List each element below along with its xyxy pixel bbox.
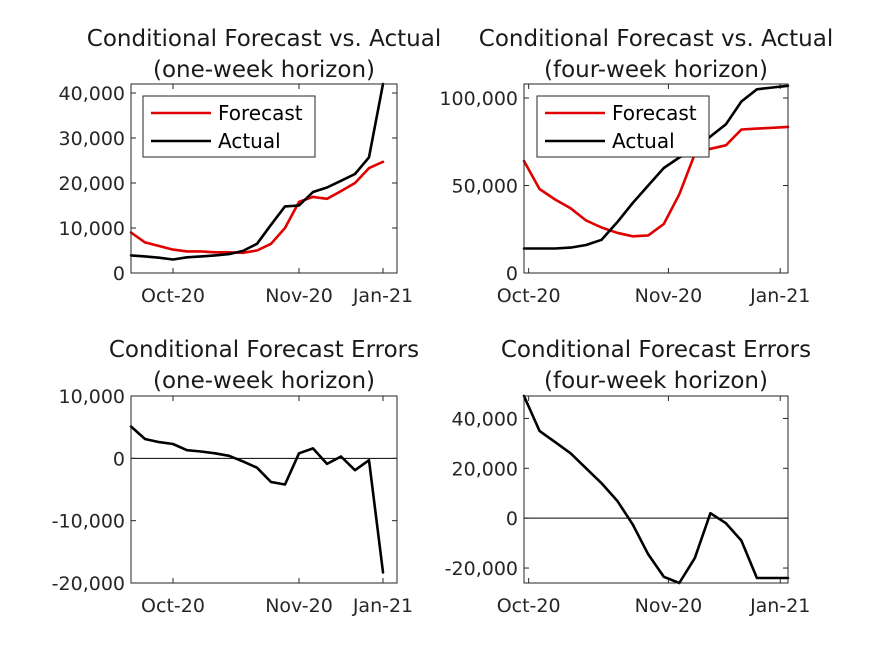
y-tick-label: 40,000: [452, 408, 518, 430]
y-tick-label: 10,000: [59, 218, 125, 240]
series-line-forecast: [522, 125, 790, 238]
legend-box: [142, 95, 316, 158]
legend-label: Actual: [218, 129, 281, 153]
y-tick-label: 0: [506, 263, 518, 285]
y-tick-label: 50,000: [452, 176, 518, 198]
subplot-3: Conditional Forecast Errors (one-week hor…: [52, 337, 419, 617]
y-tick-label: -20,000: [52, 573, 125, 595]
axes-box: [523, 395, 789, 584]
y-tick-label: 100,000: [439, 88, 518, 110]
subplot-title: (one-week horizon): [153, 368, 375, 394]
x-tick-label: Jan-21: [749, 285, 810, 307]
y-tick-label: 30,000: [59, 128, 125, 150]
subplot-4: Conditional Forecast Errors (four-week ho…: [445, 337, 811, 617]
axes-box: [130, 395, 398, 584]
x-tick-label: Jan-21: [749, 595, 810, 617]
x-tick-label: Nov-20: [635, 285, 703, 307]
x-tick-label: Oct-20: [497, 285, 561, 307]
subplot-title: (one-week horizon): [153, 57, 375, 83]
x-tick-label: Nov-20: [635, 595, 703, 617]
legend: Forecast Actual: [142, 95, 316, 158]
series-line-forecast: [129, 160, 385, 255]
y-tick-label: 20,000: [59, 173, 125, 195]
legend-label: Forecast: [612, 101, 697, 125]
x-tick-label: Oct-20: [141, 285, 205, 307]
subplot-title: Conditional Forecast vs. Actual: [479, 26, 833, 52]
subplot-title: Conditional Forecast Errors: [109, 337, 419, 363]
x-tick-label: Oct-20: [497, 595, 561, 617]
subplot-title: Conditional Forecast vs. Actual: [87, 26, 441, 52]
subplot-2: Conditional Forecast vs. Actual (four-wee…: [439, 26, 833, 307]
series-line-errors: [522, 394, 790, 585]
y-tick-label: -10,000: [52, 511, 125, 533]
y-tick-label: 40,000: [59, 83, 125, 105]
x-tick-label: Jan-21: [352, 595, 413, 617]
subplot-title: Conditional Forecast Errors: [501, 337, 811, 363]
legend-box: [536, 95, 710, 158]
y-tick-label: -20,000: [445, 558, 518, 580]
y-tick-label: 10,000: [59, 386, 125, 408]
x-tick-label: Nov-20: [265, 595, 333, 617]
series-line-actual: [129, 82, 385, 261]
legend-label: Actual: [612, 129, 675, 153]
series-line-actual: [522, 84, 790, 250]
x-tick-label: Nov-20: [265, 285, 333, 307]
y-tick-label: 0: [113, 263, 125, 285]
subplot-1: Conditional Forecast vs. Actual (one-week…: [59, 26, 442, 307]
x-tick-label: Jan-21: [352, 285, 413, 307]
legend: Forecast Actual: [536, 95, 710, 158]
subplot-title: (four-week horizon): [544, 57, 768, 83]
y-tick-label: 0: [113, 448, 125, 470]
x-tick-label: Oct-20: [141, 595, 205, 617]
subplot-title: (four-week horizon): [544, 368, 768, 394]
y-tick-label: 0: [506, 508, 518, 530]
series-line-errors: [129, 425, 385, 574]
axes-box: [130, 83, 398, 274]
y-tick-label: 20,000: [452, 458, 518, 480]
axes-box: [523, 83, 789, 274]
legend-label: Forecast: [218, 101, 303, 125]
